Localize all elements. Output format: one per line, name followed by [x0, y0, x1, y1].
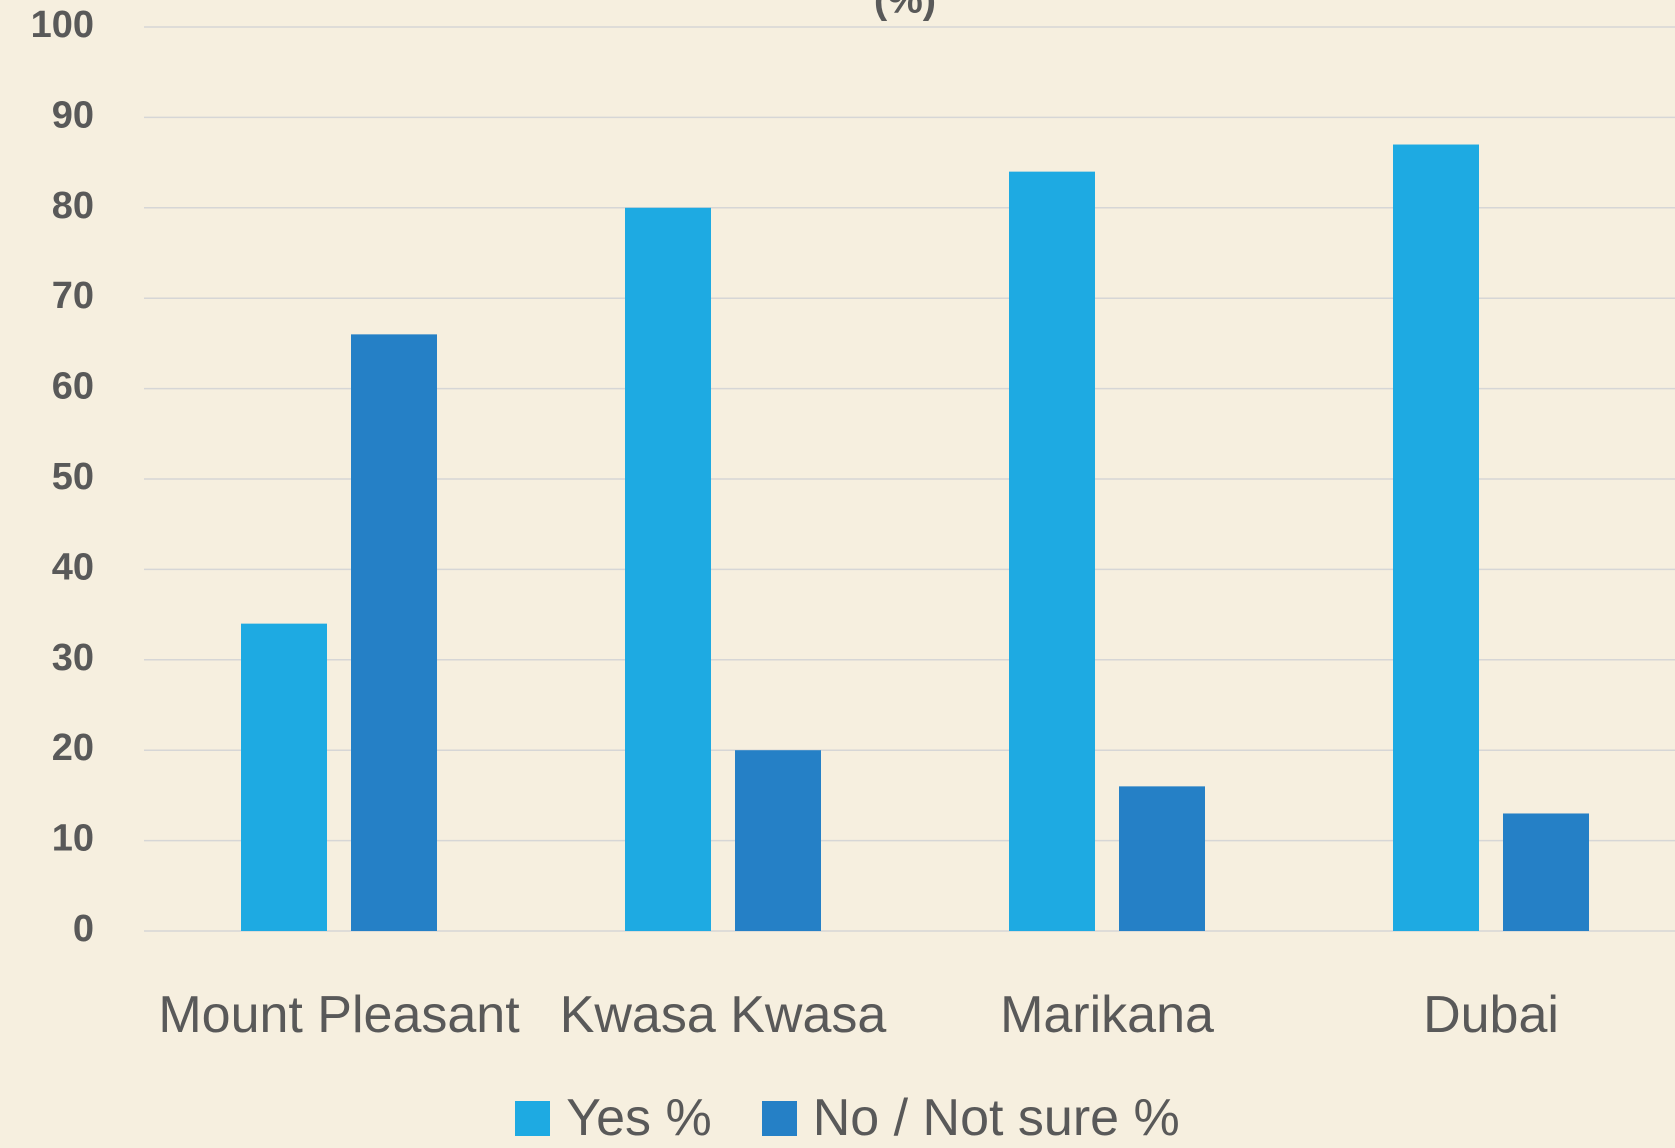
y-tick-label: 100 — [31, 4, 94, 46]
x-tick-label: Marikana — [1000, 986, 1214, 1044]
x-tick-label: Mount Pleasant — [158, 986, 520, 1044]
x-tick-label: Dubai — [1423, 986, 1559, 1044]
bar — [1009, 171, 1095, 931]
chart-title: (%) — [874, 0, 936, 22]
y-tick-label: 40 — [52, 546, 94, 588]
bar — [1119, 786, 1205, 931]
legend-label: Yes % — [566, 1089, 712, 1147]
legend: Yes % No / Not sure % — [0, 1088, 1675, 1148]
y-tick-label: 90 — [52, 94, 94, 136]
bar — [625, 207, 711, 932]
bar — [735, 750, 821, 931]
bar — [1503, 813, 1589, 931]
bar — [1393, 144, 1479, 931]
y-tick-label: 20 — [52, 727, 94, 769]
legend-label: No / Not sure % — [812, 1089, 1180, 1147]
y-tick-label: 0 — [73, 908, 94, 950]
legend-swatch — [761, 1100, 797, 1136]
y-tick-label: 60 — [52, 366, 94, 408]
y-tick-label: 50 — [52, 456, 94, 498]
y-tick-label: 70 — [52, 275, 94, 317]
legend-item: No / Not sure % — [761, 1088, 1180, 1148]
y-tick-label: 30 — [52, 637, 94, 679]
x-tick-label: Kwasa Kwasa — [559, 986, 887, 1044]
y-tick-label: 10 — [52, 818, 94, 860]
bar — [351, 334, 437, 931]
bar — [241, 623, 327, 931]
legend-item: Yes % — [515, 1088, 712, 1148]
legend-swatch — [515, 1100, 551, 1136]
y-tick-label: 80 — [52, 185, 94, 227]
